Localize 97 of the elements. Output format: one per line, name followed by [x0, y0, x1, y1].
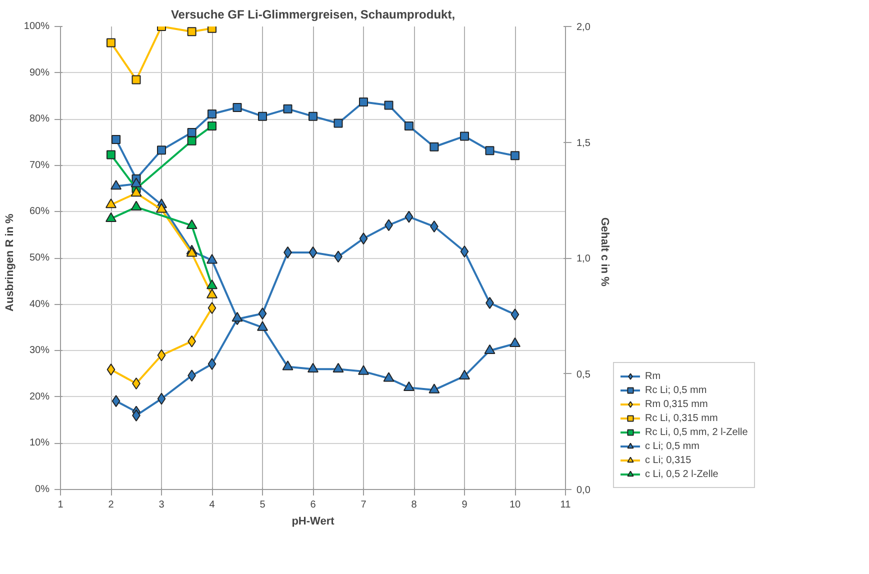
point [384, 100, 394, 110]
point [110, 180, 122, 190]
point [460, 132, 469, 141]
y-tick-label: 70% [29, 160, 50, 171]
point [404, 122, 414, 131]
point [283, 104, 292, 114]
legend-label: c Li; 0,5 mm [645, 440, 700, 453]
point [157, 349, 166, 362]
x-tick-label: 10 [509, 500, 521, 510]
x-tick-label: 4 [209, 500, 216, 510]
point [232, 312, 243, 322]
point [510, 337, 520, 348]
point [359, 232, 368, 245]
legend-label: c Li, 0,5 2 l-Zelle [645, 468, 718, 481]
legend-label: c Li; 0,315 [645, 454, 692, 467]
point [383, 372, 394, 382]
x-tick-label: 2 [108, 500, 114, 510]
point [359, 97, 368, 106]
point [428, 384, 440, 394]
y2-tick-label: 1,5 [576, 138, 591, 149]
y-tick-label: 80% [29, 114, 50, 125]
legend-label: Rc Li; 0,5 mm [645, 384, 707, 397]
x-tick-label: 1 [58, 500, 64, 510]
point [186, 219, 198, 229]
point [187, 27, 196, 36]
y-tick-label: 60% [29, 206, 50, 218]
y2-tick-label: 0,5 [576, 369, 591, 380]
point [484, 344, 496, 354]
x-tick-label: 7 [360, 500, 367, 510]
point [282, 360, 294, 370]
legend-label: Rc Li, 0,315 mm [645, 412, 718, 425]
y2-tick-label: 0,0 [576, 485, 591, 496]
point [106, 38, 116, 48]
point [460, 246, 469, 258]
point [157, 146, 166, 155]
y-tick-label: 0% [35, 484, 50, 495]
legend-label: Rm 0,315 mm [645, 398, 708, 411]
point [208, 110, 216, 119]
chart-title: Versuche GF Li-Glimmergreisen, Schaumprodukt, [170, 8, 456, 22]
point [332, 362, 344, 373]
point [132, 75, 141, 84]
point [308, 112, 318, 121]
x-tick-label: 3 [158, 500, 165, 510]
point [157, 392, 166, 405]
point [258, 112, 267, 121]
point [232, 103, 242, 112]
x-axis-title: pH-Wert [292, 516, 335, 528]
y-tick-label: 30% [29, 345, 50, 356]
point [308, 246, 318, 258]
point [106, 150, 116, 160]
point [112, 134, 121, 144]
point [186, 247, 198, 257]
y2-tick-label: 2,0 [576, 22, 591, 33]
y-tick-label: 20% [29, 391, 50, 402]
x-tick-label: 5 [260, 500, 266, 510]
point [206, 280, 218, 290]
point [358, 365, 369, 375]
y-tick-label: 10% [29, 438, 50, 449]
x-tick-label: 6 [310, 500, 316, 510]
point [187, 128, 196, 138]
point [308, 362, 318, 373]
y-tick-label: 50% [29, 252, 50, 264]
point [106, 364, 116, 376]
point [334, 118, 343, 128]
point [459, 370, 470, 380]
x-tick-label: 9 [462, 500, 468, 510]
point [106, 212, 116, 222]
point [130, 200, 142, 210]
y-tick-label: 40% [29, 298, 50, 310]
point [130, 178, 142, 188]
legend-label: Rc Li, 0,5 mm, 2 l-Zelle [645, 426, 748, 439]
point [106, 198, 116, 208]
point [258, 308, 267, 320]
point [187, 136, 196, 146]
y2-axis-title: Gehalt c in % [598, 217, 610, 287]
legend-label: Rm [645, 370, 662, 383]
point [485, 146, 494, 156]
point [403, 381, 414, 392]
point [208, 302, 216, 314]
point [206, 254, 218, 264]
y2-tick-label: 1,0 [576, 254, 591, 264]
point [510, 151, 520, 160]
point [206, 288, 218, 298]
point [130, 186, 142, 197]
point [404, 210, 414, 223]
point [112, 395, 120, 408]
point [257, 321, 268, 331]
point [208, 358, 216, 370]
x-tick-label: 11 [560, 500, 572, 510]
point [208, 122, 216, 131]
x-tick-label: 8 [411, 500, 418, 510]
y-axis-title: Ausbringen R in % [4, 213, 16, 312]
point [156, 203, 167, 213]
y-tick-label: 90% [29, 67, 50, 78]
point [430, 142, 439, 152]
y-tick-label: 100% [24, 21, 50, 32]
point [510, 308, 520, 320]
